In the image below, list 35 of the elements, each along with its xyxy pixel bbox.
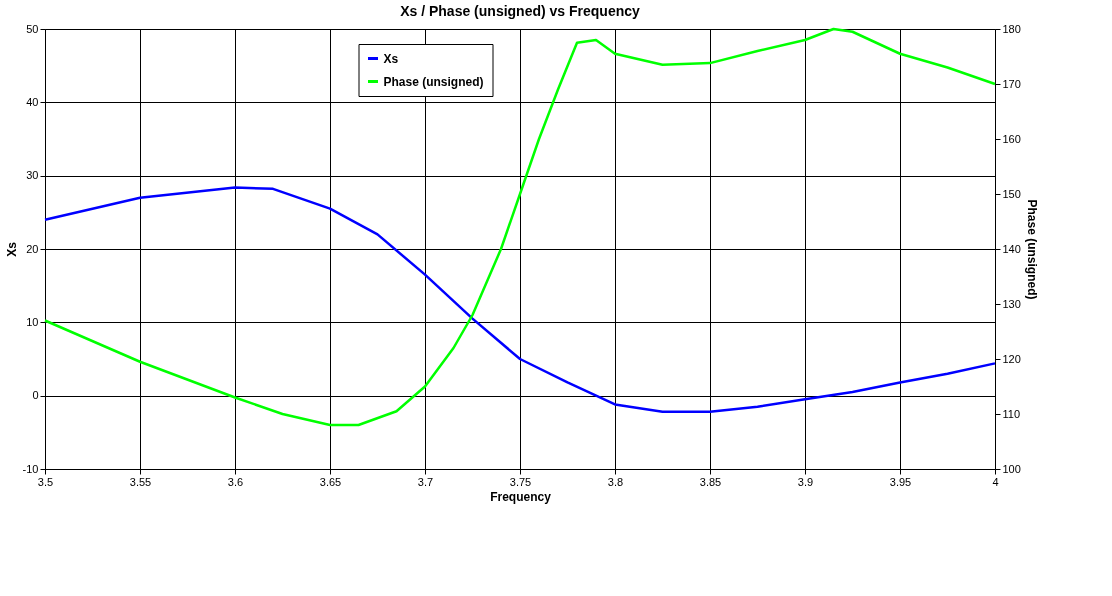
x-tick-label: 4: [992, 475, 999, 488]
line-series: [43, 27, 997, 427]
y-tick-label: 40: [26, 95, 39, 108]
x-axis-title: Frequency: [490, 489, 552, 504]
y2-tick-label: 110: [1002, 407, 1021, 420]
chart-title: Xs / Phase (unsigned) vs Frequency: [400, 3, 641, 19]
x-tick-label: 3.5: [37, 475, 54, 488]
y2-tick-label: 140: [1002, 242, 1021, 255]
x-tick-label: 3.75: [509, 475, 532, 488]
y2-tick-label: 160: [1002, 132, 1021, 145]
legend-label: Xs: [383, 51, 399, 66]
y-tick-label: 20: [26, 242, 39, 255]
y-tick-label: 30: [26, 169, 39, 182]
legend-label: Phase (unsigned): [383, 74, 484, 89]
y2-tick-label: 100: [1002, 462, 1021, 475]
x-tick-label: 3.7: [417, 475, 434, 488]
y2-tick-label: 130: [1002, 297, 1021, 310]
y-tick-label: -10: [22, 462, 39, 475]
x-tick-label: 3.6: [227, 475, 244, 488]
x-tick-label: 3.65: [319, 475, 342, 488]
y-tick-label: 10: [26, 315, 39, 328]
x-tick-label: 3.9: [797, 475, 814, 488]
x-tick-label: 3.85: [699, 475, 722, 488]
y-axis-title: Xs: [4, 241, 19, 257]
line-series: [43, 186, 997, 414]
y2-tick-label: 120: [1002, 352, 1021, 365]
y-tick-label: 0: [32, 389, 39, 402]
y2-axis-title: Phase (unsigned): [1024, 199, 1039, 300]
y-tick-label: 50: [26, 22, 39, 35]
y2-tick-label: 170: [1002, 77, 1021, 90]
y2-tick-label: 180: [1002, 22, 1021, 35]
x-tick-label: 3.95: [889, 475, 912, 488]
y2-tick-label: 150: [1002, 187, 1021, 200]
x-tick-label: 3.55: [129, 475, 152, 488]
x-tick-label: 3.8: [607, 475, 624, 488]
